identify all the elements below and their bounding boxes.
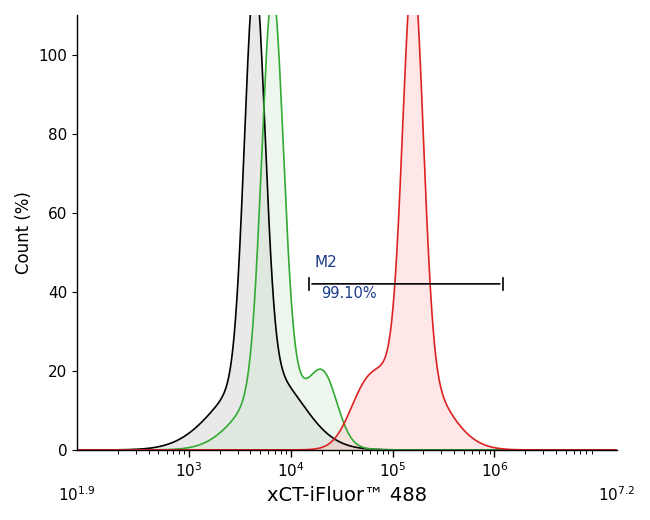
Text: $10^{1.9}$: $10^{1.9}$	[58, 486, 96, 504]
Text: M2: M2	[315, 255, 337, 270]
Text: $10^{7.2}$: $10^{7.2}$	[598, 486, 635, 504]
Text: 99.10%: 99.10%	[322, 286, 377, 301]
Y-axis label: Count (%): Count (%)	[15, 191, 33, 274]
X-axis label: xCT-iFluor™ 488: xCT-iFluor™ 488	[267, 486, 427, 505]
